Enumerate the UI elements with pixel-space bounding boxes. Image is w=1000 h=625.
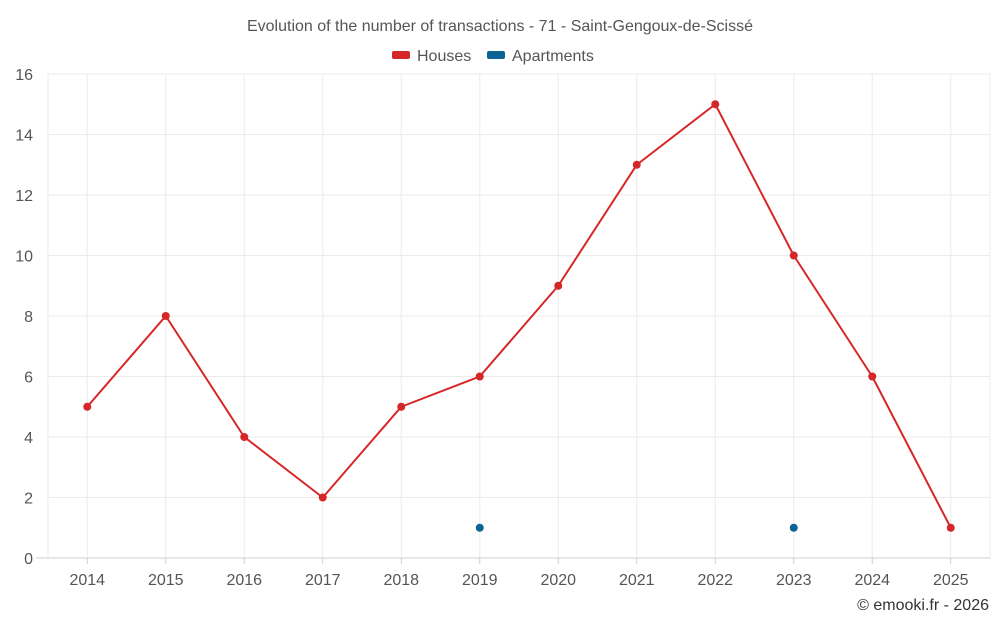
series-line-houses <box>86 103 952 529</box>
x-tick-label: 2017 <box>305 572 341 589</box>
data-point-apartments[interactable] <box>475 523 484 532</box>
y-tick-label: 4 <box>24 430 33 447</box>
data-point-houses[interactable] <box>946 523 955 532</box>
x-tick-label: 2019 <box>462 572 498 589</box>
data-point-houses[interactable] <box>83 402 92 411</box>
data-point-houses[interactable] <box>397 402 406 411</box>
data-point-apartments[interactable] <box>789 523 798 532</box>
series-layer <box>83 100 955 532</box>
data-point-houses[interactable] <box>789 251 798 260</box>
data-point-houses[interactable] <box>161 312 170 320</box>
data-point-houses[interactable] <box>475 372 484 381</box>
y-tick-label: 2 <box>24 491 33 508</box>
grid-layer <box>47 73 991 558</box>
data-point-houses[interactable] <box>711 100 720 109</box>
y-tick-label: 12 <box>15 188 33 205</box>
x-tick-label: 2022 <box>697 572 733 589</box>
y-tick-label: 16 <box>15 67 33 84</box>
x-tick-label: 2014 <box>69 572 105 589</box>
legend-swatch-apartments <box>487 51 505 59</box>
x-tick-label: 2024 <box>854 572 890 589</box>
y-tick-label: 10 <box>15 249 33 266</box>
data-point-houses[interactable] <box>632 160 641 169</box>
chart-title: Evolution of the number of transactions … <box>247 18 753 35</box>
y-tick-label: 0 <box>24 551 33 568</box>
legend-label-apartments: Apartments <box>512 48 594 65</box>
axis-layer: 0 2 4 6 8 10 12 14 16 2014 2015 2016 2017 2018 2019 202… <box>15 67 990 589</box>
x-tick-label: 2020 <box>540 572 576 589</box>
x-tick-label: 2016 <box>226 572 262 589</box>
legend-label-houses: Houses <box>417 48 471 65</box>
x-tick-label: 2023 <box>776 572 812 589</box>
legend[interactable]: Houses Apartments <box>392 48 594 65</box>
data-point-houses[interactable] <box>554 281 563 290</box>
data-point-houses[interactable] <box>868 372 877 381</box>
y-tick-label: 8 <box>24 309 33 326</box>
y-tick-label: 6 <box>24 370 33 387</box>
data-point-houses[interactable] <box>318 493 327 502</box>
legend-item-apartments[interactable]: Apartments <box>487 48 594 65</box>
y-tick-label: 14 <box>15 128 33 145</box>
legend-item-houses[interactable]: Houses <box>392 48 471 65</box>
x-tick-label: 2021 <box>619 572 655 589</box>
x-tick-label: 2015 <box>148 572 184 589</box>
credit-text: © emooki.fr - 2026 <box>857 597 989 614</box>
legend-swatch-houses <box>392 51 410 59</box>
data-point-houses[interactable] <box>240 433 249 441</box>
x-tick-label: 2025 <box>933 572 969 589</box>
x-tick-label: 2018 <box>383 572 419 589</box>
